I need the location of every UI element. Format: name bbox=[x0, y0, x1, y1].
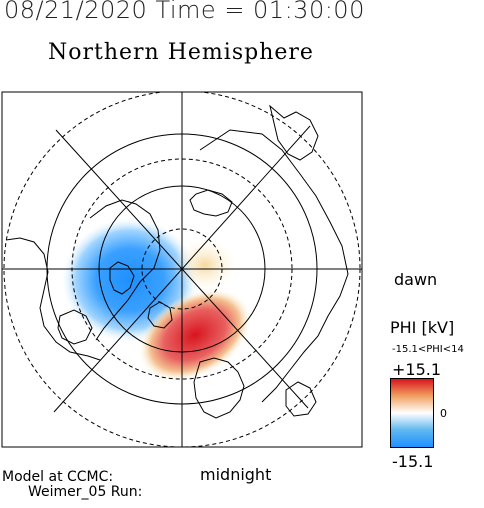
polar-map bbox=[1, 91, 363, 448]
midnight-direction-label: midnight bbox=[200, 465, 272, 484]
map-title: 08/21/2020 Time = 01:30:00 bbox=[4, 0, 365, 24]
colorbar-zero-label: 0 bbox=[440, 407, 447, 420]
weak-positive-cell bbox=[173, 239, 237, 291]
colorbar-range-text: -15.1<PHI<14 bbox=[392, 344, 464, 355]
colorbar-title: PHI [kV] bbox=[390, 318, 455, 337]
longitude-grid bbox=[2, 92, 362, 447]
colorbar-max-label: +15.1 bbox=[392, 360, 442, 379]
potential-pattern bbox=[62, 218, 251, 381]
model-line: Model at CCMC: bbox=[2, 469, 114, 485]
colorbar-min-label: -15.1 bbox=[392, 452, 434, 471]
hemisphere-subtitle: Northern Hemisphere bbox=[48, 40, 314, 65]
dawn-direction-label: dawn bbox=[394, 270, 438, 289]
positive-cell bbox=[139, 289, 251, 381]
colorbar-gradient bbox=[390, 378, 434, 448]
coastlines bbox=[5, 104, 349, 419]
run-line: Weimer_05 Run: bbox=[28, 484, 143, 500]
